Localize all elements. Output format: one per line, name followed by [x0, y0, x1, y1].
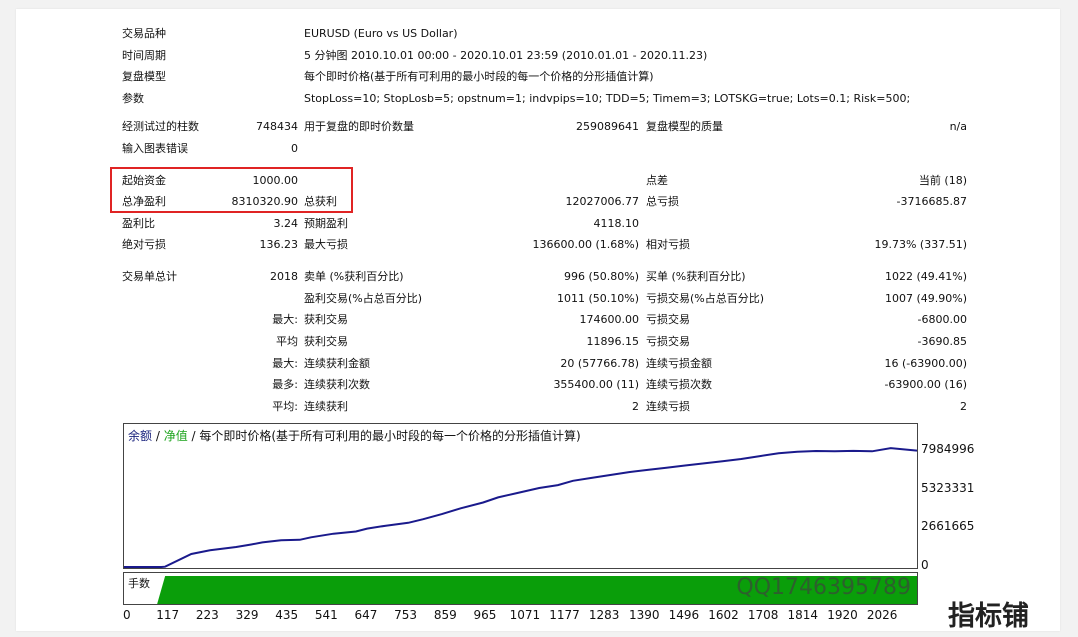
- quality-label: 复盘模型的质量: [646, 120, 723, 134]
- gross-loss-value: -3716685.87: [897, 195, 967, 209]
- abs-drawdown-value: 136.23: [260, 238, 299, 252]
- win-trades-label: 盈利交易(%占总百分比): [304, 292, 422, 306]
- x-tick-label: 1920: [827, 608, 858, 622]
- volume-chart: 手数 QQ1746395789: [123, 572, 918, 605]
- largest-loss-label: 亏损交易: [646, 313, 690, 327]
- profit-factor-value: 3.24: [274, 217, 299, 231]
- x-tick-label: 223: [196, 608, 219, 622]
- balance-line: [124, 448, 917, 567]
- balance-chart: 余额 / 净值 / 每个即时价格(基于所有可利用的最小时段的每一个价格的分形插值…: [123, 423, 918, 569]
- x-tick-label: 435: [275, 608, 298, 622]
- rel-drawdown-label: 相对亏损: [646, 238, 690, 252]
- profit-factor-label: 盈利比: [122, 217, 155, 231]
- x-tick-label: 753: [394, 608, 417, 622]
- volume-label: 手数: [128, 575, 150, 591]
- max-drawdown-label: 最大亏损: [304, 238, 348, 252]
- loss-trades-label: 亏损交易(%占总百分比): [646, 292, 764, 306]
- x-tick-label: 1177: [549, 608, 580, 622]
- y-tick-label: 0: [921, 558, 929, 572]
- bars-value: 748434: [256, 120, 298, 134]
- cons-loss-count-label: 连续亏损次数: [646, 378, 712, 392]
- ticks-label: 用于复盘的即时价数量: [304, 120, 414, 134]
- brand-logo: 指标铺: [948, 594, 1029, 633]
- rel-drawdown-value: 19.73% (337.51): [874, 238, 967, 252]
- loss-trades-value: 1007 (49.90%): [885, 292, 967, 306]
- y-tick-label: 7984996: [921, 442, 974, 456]
- spread-value: 当前 (18): [919, 174, 967, 188]
- largest-win-value: 174600.00: [580, 313, 640, 327]
- avg-loss-value: -3690.85: [918, 335, 967, 349]
- spread-label: 点差: [646, 174, 668, 188]
- y-tick-label: 5323331: [921, 481, 974, 495]
- largest-win-label: 获利交易: [304, 313, 348, 327]
- expected-payoff-label: 预期盈利: [304, 217, 348, 231]
- avg-win-value: 11896.15: [587, 335, 640, 349]
- x-tick-label: 541: [315, 608, 338, 622]
- cons-win-count-label: 连续获利次数: [304, 378, 370, 392]
- x-tick-label: 1814: [788, 608, 819, 622]
- period-value: 5 分钟图 2010.10.01 00:00 - 2020.10.01 23:5…: [304, 49, 707, 63]
- avg-loss-label: 亏损交易: [646, 335, 690, 349]
- largest-loss-value: -6800.00: [918, 313, 967, 327]
- symbol-value: EURUSD (Euro vs US Dollar): [304, 27, 458, 41]
- x-tick-label: 2026: [867, 608, 898, 622]
- expected-payoff-value: 4118.10: [594, 217, 640, 231]
- quality-value: n/a: [950, 120, 967, 134]
- total-trades-label: 交易单总计: [122, 270, 177, 284]
- x-tick-label: 329: [236, 608, 259, 622]
- x-tick-label: 965: [473, 608, 496, 622]
- x-tick-label: 1071: [510, 608, 541, 622]
- max-drawdown-value: 136600.00 (1.68%): [532, 238, 639, 252]
- largest-prefix: 最大:: [272, 313, 298, 327]
- watermark: QQ1746395789: [736, 575, 911, 600]
- errors-label: 输入图表错误: [122, 142, 188, 156]
- symbol-label: 交易品种: [122, 27, 166, 41]
- model-label: 复盘模型: [122, 70, 166, 84]
- bars-label: 经测试过的柱数: [122, 120, 199, 134]
- average-consecutive-prefix: 平均:: [272, 400, 298, 414]
- abs-drawdown-label: 绝对亏损: [122, 238, 166, 252]
- cons-win-amount-label: 连续获利金额: [304, 357, 370, 371]
- x-tick-label: 0: [123, 608, 131, 622]
- cons-loss-amount-label: 连续亏损金额: [646, 357, 712, 371]
- x-tick-label: 117: [156, 608, 179, 622]
- gross-loss-label: 总亏损: [646, 195, 679, 209]
- avg-cons-win-label: 连续获利: [304, 400, 348, 414]
- long-trades-value: 1022 (49.41%): [885, 270, 967, 284]
- errors-value: 0: [291, 142, 298, 156]
- period-label: 时间周期: [122, 49, 166, 63]
- ticks-value: 259089641: [576, 120, 639, 134]
- params-label: 参数: [122, 92, 144, 106]
- avg-cons-win-value: 2: [632, 400, 639, 414]
- cons-win-count-value: 355400.00 (11): [553, 378, 639, 392]
- x-tick-label: 859: [434, 608, 457, 622]
- max-consecutive-prefix: 最大:: [272, 357, 298, 371]
- long-trades-label: 买单 (%获利百分比): [646, 270, 746, 284]
- avg-cons-loss-label: 连续亏损: [646, 400, 690, 414]
- highlight-box: [110, 167, 353, 213]
- x-tick-label: 1283: [589, 608, 620, 622]
- cons-win-amount-value: 20 (57766.78): [560, 357, 639, 371]
- gross-profit-value: 12027006.77: [566, 195, 639, 209]
- params-value: StopLoss=10; StopLosb=5; opstnum=1; indv…: [304, 92, 910, 106]
- win-trades-value: 1011 (50.10%): [557, 292, 639, 306]
- short-trades-value: 996 (50.80%): [564, 270, 639, 284]
- average-prefix: 平均: [276, 335, 298, 349]
- x-tick-label: 1602: [708, 608, 739, 622]
- cons-loss-count-value: -63900.00 (16): [884, 378, 967, 392]
- total-trades-value: 2018: [270, 270, 298, 284]
- x-tick-label: 647: [355, 608, 378, 622]
- model-value: 每个即时价格(基于所有可利用的最小时段的每一个价格的分形插值计算): [304, 70, 654, 84]
- short-trades-label: 卖单 (%获利百分比): [304, 270, 404, 284]
- balance-plot: [124, 424, 917, 568]
- x-tick-label: 1390: [629, 608, 660, 622]
- x-tick-label: 1496: [669, 608, 700, 622]
- y-tick-label: 2661665: [921, 519, 974, 533]
- cons-loss-amount-value: 16 (-63900.00): [884, 357, 967, 371]
- avg-cons-loss-value: 2: [960, 400, 967, 414]
- avg-win-label: 获利交易: [304, 335, 348, 349]
- x-tick-label: 1708: [748, 608, 779, 622]
- most-prefix: 最多:: [272, 378, 298, 392]
